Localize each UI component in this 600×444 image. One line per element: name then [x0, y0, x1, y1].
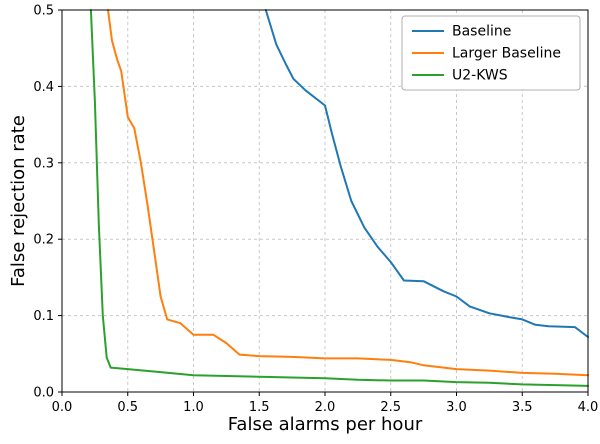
- series-line-u2-kws: [89, 9, 589, 387]
- y-tick-label: 0.5: [33, 4, 54, 19]
- x-tick-label: 2.5: [380, 400, 401, 415]
- legend-box: [401, 15, 581, 91]
- x-tick-label: 1.0: [183, 400, 204, 415]
- x-tick-label: 4.0: [578, 400, 599, 415]
- y-tick-label: 0.4: [33, 80, 54, 95]
- legend-label: Larger Baseline: [452, 46, 561, 62]
- series-line-larger-baseline: [107, 9, 589, 377]
- legend-label: U2-KWS: [452, 68, 508, 84]
- x-tick-label: 3.5: [512, 400, 533, 415]
- x-tick-label: 0.5: [117, 400, 138, 415]
- y-tick-label: 0.1: [33, 309, 54, 324]
- x-axis-label: False alarms per hour: [227, 414, 423, 435]
- x-tick-label: 1.5: [249, 400, 270, 415]
- legend-label: Baseline: [452, 24, 511, 40]
- x-tick-label: 0.0: [52, 400, 73, 415]
- series-line-baseline: [264, 9, 589, 338]
- y-tick-label: 0.0: [33, 386, 54, 401]
- y-tick-label: 0.2: [33, 233, 54, 248]
- x-tick-label: 3.0: [446, 400, 467, 415]
- x-tick-label: 2.0: [315, 400, 336, 415]
- y-axis-label: False rejection rate: [8, 115, 29, 287]
- y-tick-label: 0.3: [33, 156, 54, 171]
